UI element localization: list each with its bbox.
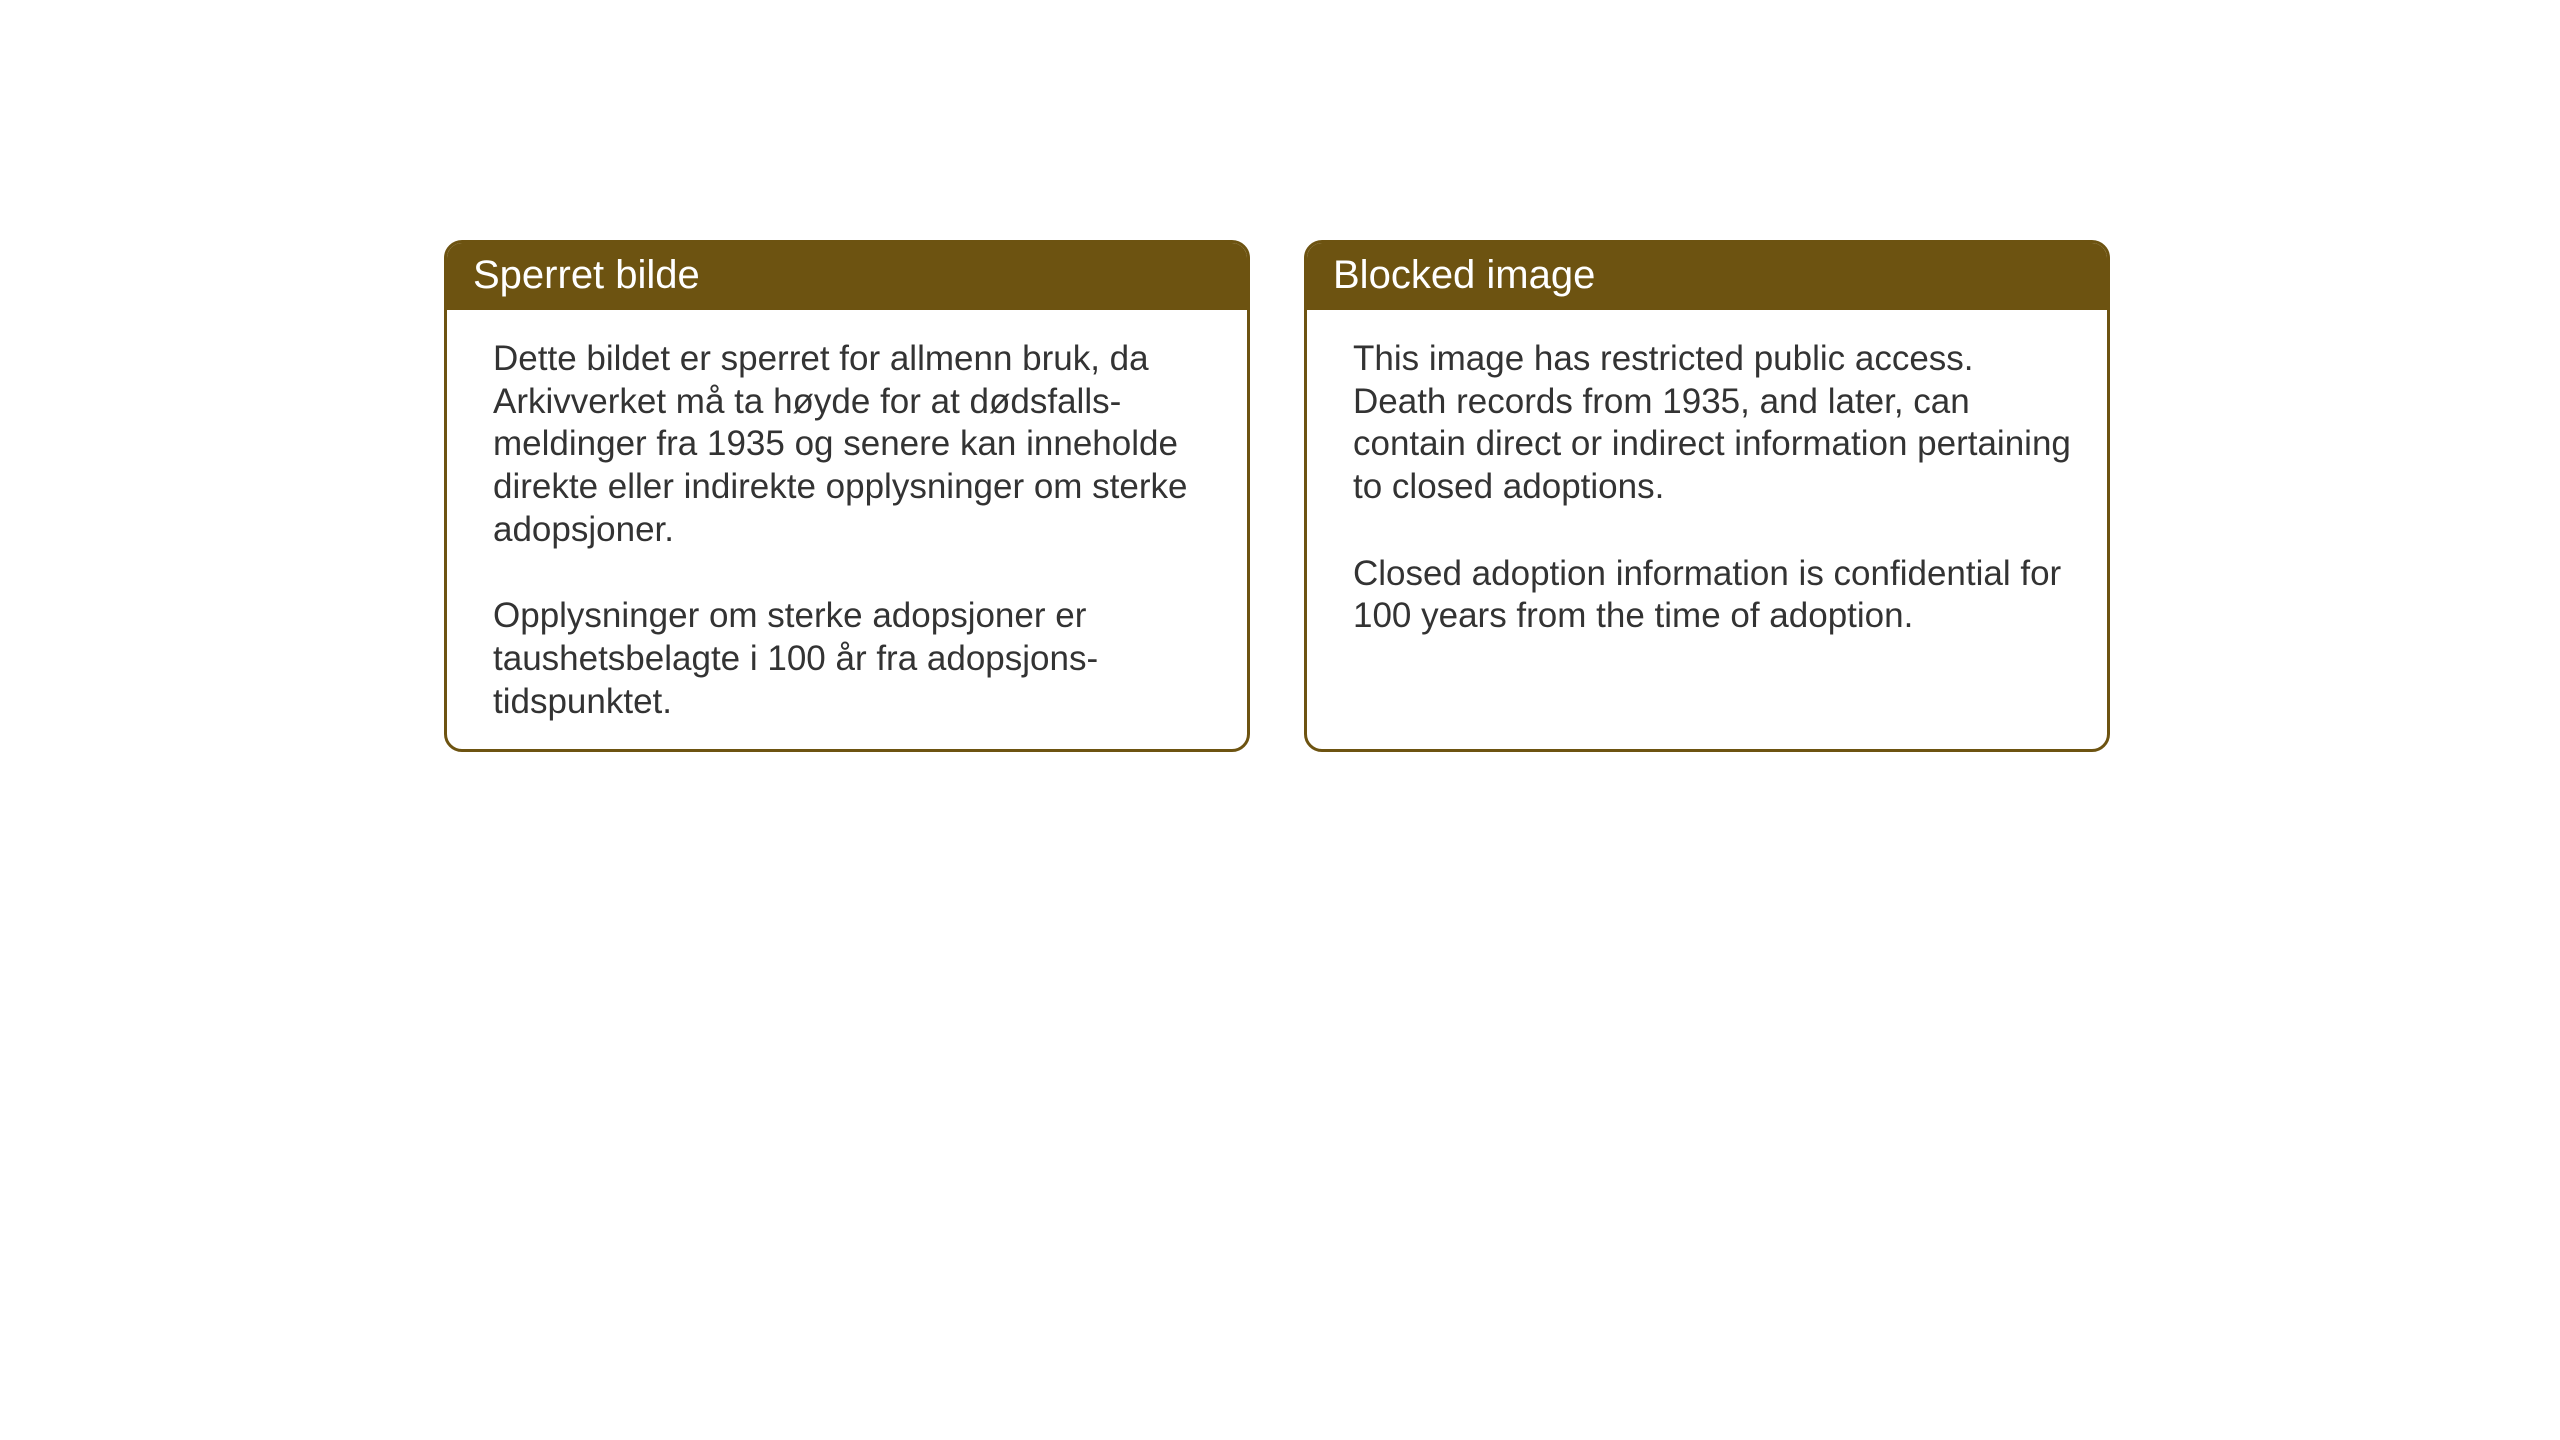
notice-body-english: This image has restricted public access.… xyxy=(1307,310,2107,666)
notice-paragraph: This image has restricted public access.… xyxy=(1353,338,2071,509)
notice-box-norwegian: Sperret bilde Dette bildet er sperret fo… xyxy=(444,240,1250,752)
notice-header-norwegian: Sperret bilde xyxy=(447,243,1247,310)
notice-title: Sperret bilde xyxy=(473,253,700,297)
notice-title: Blocked image xyxy=(1333,253,1595,297)
notice-body-norwegian: Dette bildet er sperret for allmenn bruk… xyxy=(447,310,1247,752)
notice-paragraph: Opplysninger om sterke adopsjoner er tau… xyxy=(493,595,1211,723)
notices-container: Sperret bilde Dette bildet er sperret fo… xyxy=(0,0,2560,752)
notice-paragraph: Closed adoption information is confident… xyxy=(1353,553,2071,638)
notice-box-english: Blocked image This image has restricted … xyxy=(1304,240,2110,752)
notice-paragraph: Dette bildet er sperret for allmenn bruk… xyxy=(493,338,1211,551)
notice-header-english: Blocked image xyxy=(1307,243,2107,310)
